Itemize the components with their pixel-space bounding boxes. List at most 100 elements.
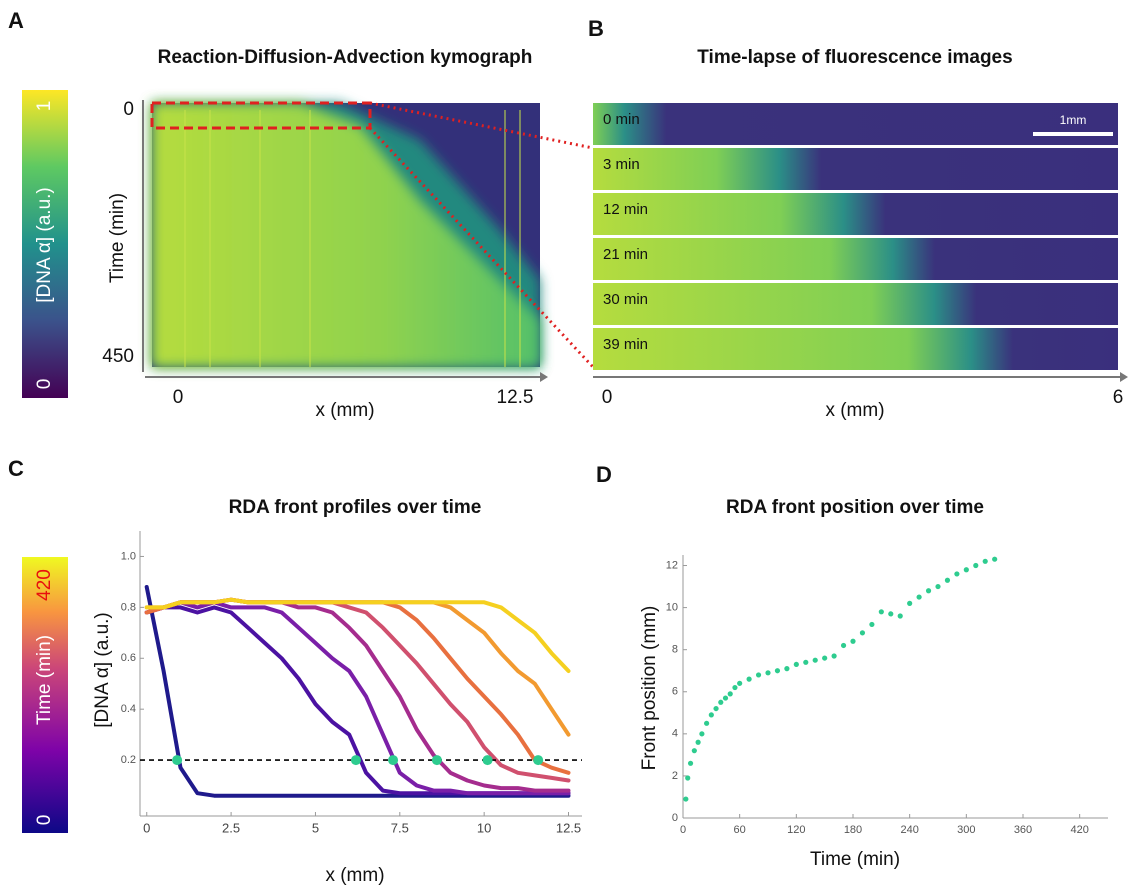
x-axis-label: x (mm): [315, 400, 374, 421]
x-tick-label: 360: [1014, 824, 1032, 836]
front-position-point: [737, 680, 743, 686]
x-tick-label: 300: [957, 824, 975, 836]
profile-line: [144, 597, 571, 737]
fluorescence-frame: [593, 238, 1118, 280]
x-tick-label: 0: [680, 824, 686, 836]
frame-label: 30 min: [603, 291, 648, 308]
front-position-point: [840, 642, 847, 649]
front-position-point: [925, 588, 932, 594]
frame-label: 21 min: [603, 246, 648, 263]
x-tick-label: 12.5: [497, 387, 534, 408]
front-marker: [172, 755, 183, 766]
x-tick-label: 7.5: [391, 820, 409, 835]
y-tick-label: 450: [102, 346, 134, 367]
colorbar-tick-label: 420: [34, 569, 55, 601]
front-position-point: [784, 666, 790, 672]
x-tick-label: 180: [844, 824, 862, 836]
panel-title: RDA front profiles over time: [229, 497, 482, 518]
x-axis-arrow: [540, 372, 548, 382]
y-tick-label: 1.0: [121, 550, 136, 562]
front-position-point: [954, 571, 960, 577]
front-position-point: [793, 661, 799, 668]
front-position-point: [907, 600, 913, 606]
panel-letter: D: [596, 462, 612, 487]
y-tick-label: 0: [123, 99, 134, 120]
front-position-point: [831, 653, 837, 659]
x-tick-label: 420: [1070, 824, 1088, 836]
fluorescence-frame: [593, 328, 1118, 370]
x-tick-label: 5: [312, 820, 319, 835]
colorbar-label: [DNA α] (a.u.): [34, 187, 55, 303]
front-position-point: [683, 796, 689, 802]
x-tick-label: 0: [143, 820, 150, 835]
front-marker: [388, 755, 399, 766]
zoom-box: [150, 101, 372, 130]
front-position-point: [765, 670, 771, 676]
front-position-point: [718, 699, 724, 705]
front-position-point: [850, 638, 856, 644]
front-position-point: [722, 695, 729, 701]
x-axis-label: x (mm): [825, 400, 884, 421]
front-marker: [533, 755, 544, 766]
colorbar-tick-label: 0: [34, 815, 55, 826]
frame-label: 0 min: [603, 111, 640, 128]
front-position-point: [755, 672, 762, 678]
panel-letter: C: [8, 456, 24, 481]
y-tick-label: 0.8: [121, 601, 136, 613]
y-axis-label: [DNA α] (a.u.): [92, 612, 113, 728]
panel-title: Reaction-Diffusion-Advection kymograph: [158, 47, 533, 68]
colorbar-tick-label: 0: [34, 379, 55, 390]
panel-title: Time-lapse of fluorescence images: [697, 47, 1012, 68]
front-position-point: [888, 611, 894, 617]
front-position-point: [746, 676, 752, 682]
frame-label: 12 min: [603, 201, 648, 218]
fluorescence-frame: [593, 103, 1118, 145]
panel-title: RDA front position over time: [726, 497, 984, 518]
kymograph-front: [152, 103, 540, 367]
y-axis-label: Time (min): [107, 193, 128, 283]
x-tick-label: 0: [602, 387, 613, 408]
front-position-point: [803, 659, 809, 665]
x-tick-label: 120: [787, 824, 805, 836]
front-position-point: [713, 705, 719, 712]
fluorescence-frame: [593, 148, 1118, 190]
colorbar-label: Time (min): [34, 635, 55, 725]
y-tick-label: 0: [672, 812, 678, 824]
colorbar: [22, 557, 68, 833]
y-tick-label: 6: [672, 686, 678, 698]
front-position-point: [897, 613, 903, 619]
fluorescence-frame: [593, 193, 1118, 235]
x-tick-label: 240: [900, 824, 918, 836]
x-tick-label: 10: [477, 820, 491, 835]
front-position-point: [992, 556, 998, 562]
scale-bar-label: 1mm: [1060, 113, 1087, 127]
panel-letter: A: [8, 8, 24, 33]
frame-label: 3 min: [603, 156, 640, 173]
x-axis-label: x (mm): [325, 865, 384, 886]
front-position-point: [695, 739, 701, 745]
front-position-point: [704, 720, 710, 726]
x-tick-label: 2.5: [222, 820, 240, 835]
front-position-point: [869, 621, 875, 628]
front-marker: [431, 755, 442, 766]
x-tick-label: 6: [1113, 387, 1124, 408]
front-position-point: [973, 562, 979, 569]
fluorescence-frame: [593, 283, 1118, 325]
x-tick-label: 0: [173, 387, 184, 408]
zoom-line: [368, 126, 595, 369]
front-position-point: [687, 760, 694, 766]
y-tick-label: 8: [672, 644, 678, 656]
y-axis-label: Front position (mm): [639, 606, 660, 771]
zoom-line: [369, 101, 594, 150]
front-position-point: [944, 577, 951, 583]
profile-line: [144, 585, 571, 798]
front-position-point: [732, 684, 738, 691]
front-position-point: [935, 583, 941, 590]
front-position-point: [859, 630, 866, 636]
y-tick-label: 0.2: [121, 754, 136, 766]
x-tick-label: 12.5: [556, 820, 581, 835]
y-tick-label: 10: [666, 602, 678, 614]
front-position-point: [691, 748, 697, 754]
y-tick-label: 2: [672, 770, 678, 782]
